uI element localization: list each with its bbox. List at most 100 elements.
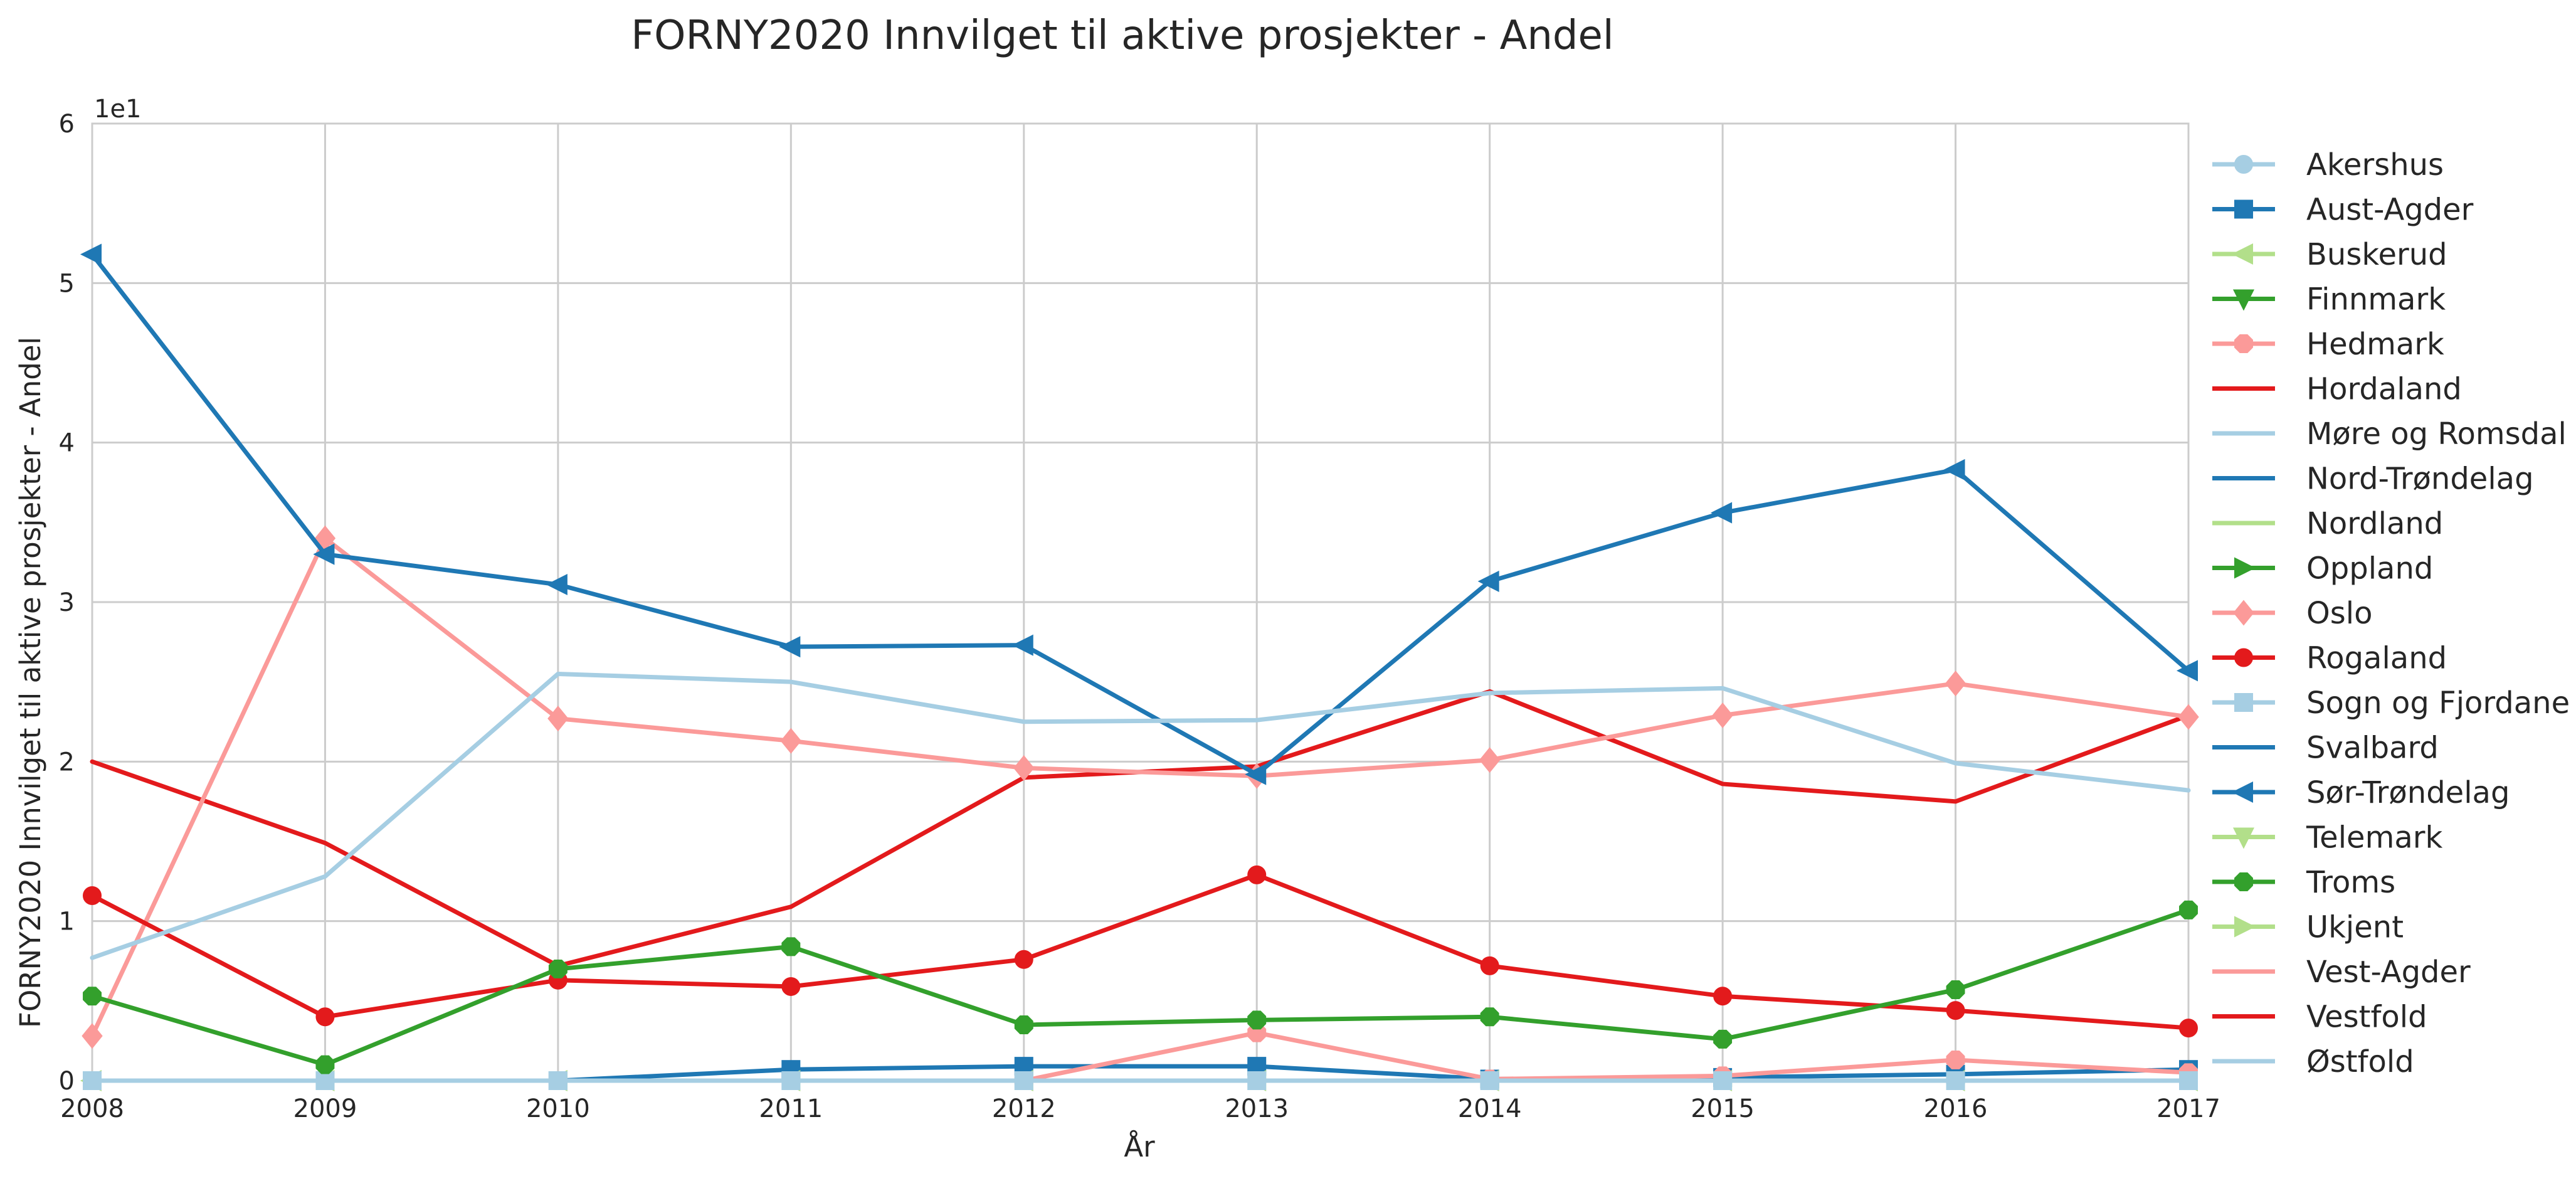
legend-label: Rogaland	[2306, 641, 2447, 676]
legend-marker	[2232, 827, 2255, 849]
legend-label: Møre og Romsdal	[2306, 416, 2567, 452]
legend-entry: Nord-Trøndelag	[2212, 462, 2534, 497]
legend-label: Troms	[2306, 865, 2395, 900]
y-tick-label: 3	[59, 588, 75, 617]
data-point	[1014, 950, 1033, 969]
legend-marker	[2234, 872, 2253, 891]
x-tick-label: 2012	[992, 1094, 1056, 1123]
data-point	[1245, 763, 1267, 785]
data-point	[546, 574, 567, 596]
data-point	[548, 959, 567, 978]
data-point	[1480, 1071, 1499, 1090]
data-point	[83, 987, 102, 1006]
data-point	[1713, 1071, 1733, 1090]
data-point	[779, 636, 801, 658]
data-point	[1711, 502, 1733, 524]
legend-label: Vestfold	[2306, 1000, 2427, 1035]
x-tick-label: 2016	[1924, 1094, 1988, 1123]
data-point	[1014, 1071, 1033, 1090]
legend-label: Finnmark	[2306, 282, 2446, 317]
legend-entry: Finnmark	[2212, 282, 2446, 317]
legend-entry: Sør-Trøndelag	[2212, 775, 2510, 810]
legend-marker	[2234, 199, 2253, 219]
data-point	[83, 886, 102, 905]
legend-label: Svalbard	[2306, 731, 2439, 766]
legend-label: Oppland	[2306, 551, 2433, 586]
legend-label: Sør-Trøndelag	[2306, 775, 2510, 810]
legend-marker	[2234, 155, 2253, 174]
y-tick-label: 2	[59, 748, 75, 776]
legend-entry: Oslo	[2212, 596, 2373, 631]
legend-entry: Hordaland	[2212, 372, 2462, 407]
legend-label: Sogn og Fjordane	[2306, 686, 2570, 721]
legend-entry: Østfold	[2212, 1044, 2414, 1079]
y-axis-label: FORNY2020 Innvilget til aktive prosjekte…	[14, 337, 47, 1028]
data-point	[1247, 1010, 1267, 1030]
data-point	[1011, 634, 1033, 656]
data-point	[1713, 1029, 1733, 1049]
x-tick-label: 2011	[759, 1094, 823, 1123]
data-point	[315, 1071, 335, 1090]
tick-labels: 2008 2009 2010 2011 2012 2013 2014 2015 2016 2017…	[59, 110, 2220, 1123]
legend-entry: Ukjent	[2212, 910, 2404, 945]
x-tick-label: 2009	[293, 1094, 357, 1123]
series-line	[1021, 1030, 2191, 1083]
data-point	[2179, 900, 2198, 919]
y-tick-label: 6	[59, 110, 75, 139]
series-østfold	[90, 671, 2191, 960]
legend-label: Vest-Agder	[2306, 955, 2471, 990]
legend-entry: Oppland	[2212, 551, 2433, 586]
data-point	[1946, 980, 1965, 999]
y-axis-offset-text: 1e1	[94, 95, 142, 124]
series-line	[556, 1064, 2191, 1083]
y-tick-label: 0	[59, 1067, 75, 1096]
data-point	[80, 243, 102, 265]
legend-entry: Telemark	[2212, 820, 2442, 855]
data-point	[2178, 704, 2199, 730]
x-axis-label: År	[1124, 1130, 1155, 1163]
series-group	[80, 243, 2199, 1092]
legend-entry: Akershus	[2212, 147, 2444, 183]
legend-entry: Svalbard	[2212, 731, 2439, 766]
legend-marker	[2234, 648, 2253, 667]
legend-marker	[2233, 600, 2254, 626]
data-point	[1946, 1050, 1965, 1069]
series-line	[90, 872, 2191, 1030]
data-point	[781, 1071, 801, 1090]
legend-label: Ukjent	[2306, 910, 2404, 945]
data-point	[1477, 570, 1499, 592]
data-point	[1014, 1015, 1033, 1034]
legend-entry: Buskerud	[2212, 237, 2447, 272]
x-tick-label: 2014	[1458, 1094, 1522, 1123]
data-point	[82, 1023, 103, 1049]
legend-entry: Nordland	[2212, 506, 2443, 541]
data-point	[315, 1007, 335, 1027]
data-point	[781, 977, 801, 996]
legend-entry: Sogn og Fjordane	[2212, 686, 2570, 721]
series-sør-trøndelag	[80, 243, 2198, 785]
legend-marker	[2234, 557, 2256, 579]
legend-entry: Vest-Agder	[2212, 955, 2471, 990]
data-point	[2179, 1071, 2198, 1090]
data-point	[2176, 660, 2198, 682]
legend-entry: Troms	[2212, 865, 2395, 900]
series-line	[90, 908, 2191, 1067]
legend-marker	[2234, 916, 2256, 938]
series-oslo	[82, 525, 2199, 1049]
legend-label: Nordland	[2306, 506, 2443, 541]
legend-label: Hedmark	[2306, 327, 2444, 362]
legend-marker	[2234, 334, 2253, 353]
x-tick-label: 2010	[526, 1094, 590, 1123]
data-point	[1480, 1007, 1499, 1027]
x-tick-label: 2013	[1225, 1094, 1289, 1123]
legend-label: Oslo	[2306, 596, 2373, 631]
data-point	[2179, 1019, 2198, 1038]
series-troms	[83, 900, 2198, 1074]
legend-entry: Aust-Agder	[2212, 193, 2474, 228]
data-point	[313, 543, 335, 565]
x-tick-label: 2017	[2156, 1094, 2220, 1123]
y-tick-label: 1	[59, 908, 75, 936]
legend-label: Telemark	[2306, 820, 2442, 855]
series-rogaland	[83, 865, 2198, 1038]
